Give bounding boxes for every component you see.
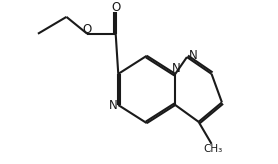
Text: N: N [172, 62, 180, 75]
Text: N: N [189, 49, 198, 62]
Text: O: O [82, 23, 91, 36]
Text: N: N [109, 99, 118, 112]
Text: CH₃: CH₃ [203, 144, 222, 154]
Text: O: O [111, 0, 120, 14]
